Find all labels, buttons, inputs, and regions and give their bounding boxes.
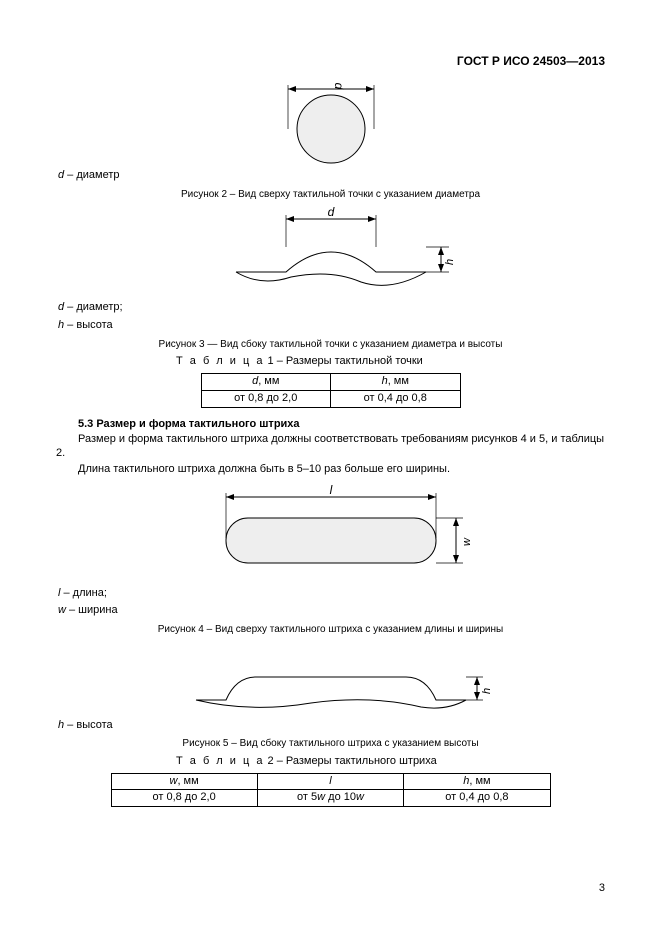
standard-header: ГОСТ Р ИСО 24503—2013: [56, 54, 605, 69]
legend-fig3-h: h – высота: [58, 319, 605, 333]
figure-3: d h: [56, 207, 605, 297]
svg-text:w: w: [461, 537, 473, 546]
figure-3-caption: Рисунок 3 — Вид сбоку тактильной точки с…: [56, 339, 605, 352]
figure-4-caption: Рисунок 4 – Вид сверху тактильного штрих…: [56, 624, 605, 637]
legend-fig3-d: d – диаметр;: [58, 301, 605, 315]
table-1: d, мм h, мм от 0,8 до 2,0 от 0,4 до 0,8: [201, 373, 461, 408]
figure-4: l w: [56, 483, 605, 583]
section-5-3-p1: Размер и форма тактильного штриха должны…: [56, 433, 605, 461]
svg-text:l: l: [329, 483, 332, 497]
section-5-3-title: 5.3 Размер и форма тактильного штриха: [78, 418, 605, 432]
svg-text:h: h: [481, 687, 493, 693]
page-number: 3: [599, 882, 605, 896]
svg-text:d: d: [327, 207, 334, 219]
table-1-caption: Т а б л и ц а 1 – Размеры тактильной точ…: [176, 355, 605, 369]
table-row: от 0,4 до 0,8: [331, 390, 461, 407]
table-row: от 5w до 10w: [257, 790, 404, 807]
table-2: w, мм l h, мм от 0,8 до 2,0 от 5w до 10w…: [111, 773, 551, 808]
table-2-caption: Т а б л и ц а 2 – Размеры тактильного шт…: [176, 755, 605, 769]
figure-2: d: [56, 79, 605, 165]
svg-text:h: h: [444, 259, 456, 265]
section-5-3-p2: Длина тактильного штриха должна быть в 5…: [56, 463, 605, 477]
figure-5-caption: Рисунок 5 – Вид сбоку тактильного штриха…: [56, 738, 605, 751]
figure-5: h: [56, 655, 605, 715]
table-row: от 0,8 до 2,0: [201, 390, 331, 407]
legend-fig2: d – диаметр: [58, 169, 605, 183]
figure-2-caption: Рисунок 2 – Вид сверху тактильной точки …: [56, 189, 605, 202]
table-row: от 0,8 до 2,0: [111, 790, 257, 807]
legend-fig4-w: w – ширина: [58, 604, 605, 618]
table-row: от 0,4 до 0,8: [404, 790, 550, 807]
svg-text:d: d: [332, 83, 346, 90]
legend-fig5-h: h – высота: [58, 719, 605, 733]
legend-fig4-l: l – длина;: [58, 587, 605, 601]
